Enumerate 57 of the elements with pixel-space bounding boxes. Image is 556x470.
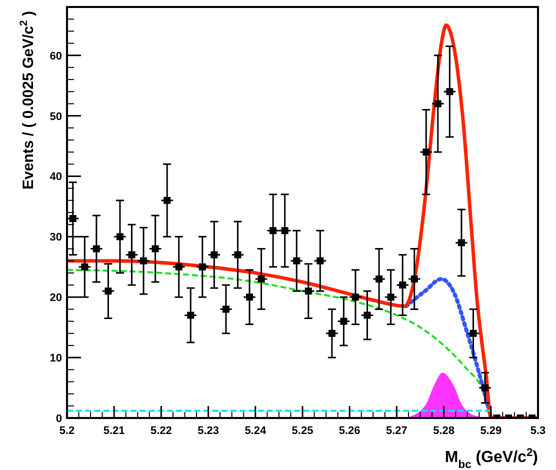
point	[376, 275, 383, 282]
point	[246, 294, 254, 301]
point	[304, 288, 312, 295]
point	[104, 288, 112, 295]
point	[446, 88, 454, 96]
point	[399, 282, 406, 289]
line-series	[67, 23, 538, 418]
point	[434, 100, 442, 108]
point	[258, 275, 265, 282]
point	[270, 227, 277, 234]
point	[422, 148, 430, 156]
x-tick-label: 5.29	[480, 425, 502, 437]
line-series	[404, 276, 493, 418]
point	[81, 263, 88, 270]
point	[482, 384, 489, 392]
point	[222, 306, 230, 313]
x-axis-title: M$_{bc}$ (GeV/c$^{2}$)	[444, 447, 538, 470]
y-tick-label: 0	[56, 413, 62, 425]
point	[187, 312, 194, 319]
x-tick-label: 5.27	[386, 425, 408, 437]
point	[281, 227, 288, 234]
point	[316, 257, 324, 264]
point	[152, 245, 159, 252]
y-tick-label: 20	[50, 292, 62, 304]
x-tick-label: 5.21	[103, 425, 125, 437]
point	[128, 251, 136, 258]
point	[458, 239, 465, 246]
point	[164, 196, 171, 204]
point	[340, 318, 348, 325]
point	[364, 312, 371, 319]
point	[69, 215, 76, 222]
x-tick-label: 5.2	[59, 425, 75, 437]
x-tick-label: 5.24	[244, 425, 267, 437]
point	[198, 263, 206, 270]
x-tick-label: 5.25	[292, 425, 314, 437]
y-tick-label: 10	[50, 352, 62, 365]
x-tick-label: 5.28	[433, 425, 455, 437]
x-tick-label: 5.23	[198, 425, 220, 437]
y-tick-label: 60	[50, 50, 62, 62]
y-tick-label: 40	[50, 171, 62, 184]
point	[175, 263, 182, 270]
x-tick-label: 5.22	[150, 425, 172, 437]
point	[470, 330, 477, 337]
y-tick-label: 30	[50, 232, 62, 244]
point	[293, 257, 300, 264]
point	[387, 294, 394, 301]
point	[234, 251, 242, 258]
point	[116, 233, 124, 240]
y-tick-label: 50	[50, 110, 62, 123]
point	[352, 294, 359, 301]
x-tick-label: 5.3	[530, 425, 546, 437]
point	[410, 275, 418, 282]
point	[92, 245, 100, 252]
point	[328, 330, 336, 337]
point	[210, 251, 218, 258]
point	[140, 257, 148, 264]
x-tick-label: 5.26	[338, 425, 360, 437]
